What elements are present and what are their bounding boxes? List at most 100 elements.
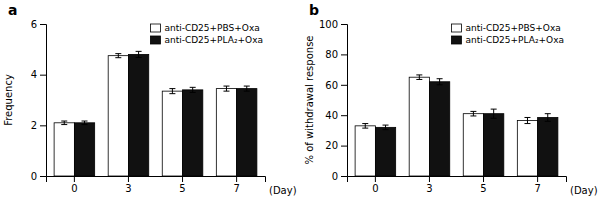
y-axis: 020406080100 (319, 19, 348, 182)
bar-series (375, 82, 558, 176)
legend-label: anti-CD25+PLA₂+Oxa (164, 35, 263, 45)
tick-mark (182, 176, 183, 182)
bar (108, 56, 128, 176)
legend-swatch (451, 24, 461, 32)
tick-label: 3 (125, 183, 131, 194)
bar (355, 126, 375, 176)
x-tick: 5 (179, 176, 185, 194)
tick-mark (40, 75, 46, 76)
y-axis-label: % of withdrawal response (304, 36, 315, 165)
y-tick: 6 (31, 19, 46, 30)
x-tick: 3 (125, 176, 131, 194)
error-bar (416, 75, 422, 80)
legend-swatch (451, 36, 461, 44)
tick-mark (74, 176, 75, 182)
y-axis: 0 2 4 6 (31, 19, 47, 182)
bar (375, 127, 395, 176)
bar (409, 77, 429, 176)
tick-mark (40, 24, 46, 25)
tick-label: 7 (534, 183, 540, 194)
tick-mark (341, 115, 347, 116)
tick-mark (537, 176, 538, 182)
bar-series (74, 54, 257, 176)
x-axis-label: (Day) (269, 185, 297, 196)
legend-item: anti-CD25+PBS+Oxa (150, 23, 259, 33)
axis-line (40, 25, 47, 177)
tick-label: 4 (31, 69, 37, 80)
y-tick: 20 (325, 140, 347, 151)
error-bar (244, 86, 250, 91)
y-tick: 80 (325, 49, 347, 60)
y-tick: 4 (31, 69, 46, 80)
tick-mark (341, 146, 347, 147)
y-tick: 0 (332, 171, 347, 182)
bar (54, 123, 74, 176)
chart-root: 03570246aFrequency(Day)anti-CD25+PBS+Oxa… (0, 0, 602, 204)
error-bar (115, 54, 121, 58)
legend: anti-CD25+PBS+Oxa anti-CD25+PLA₂+Oxa (150, 23, 263, 45)
error-bar (437, 79, 443, 85)
x-axis: 0 3 5 7 (47, 176, 266, 194)
y-axis-label: Frequency (3, 74, 14, 126)
bar (429, 82, 449, 176)
tick-label: 0 (31, 171, 37, 182)
error-bars (383, 79, 551, 130)
error-bar (61, 121, 67, 125)
tick-mark (341, 85, 347, 86)
error-bar (169, 89, 175, 94)
tick-mark (341, 54, 347, 55)
title: b (309, 2, 319, 18)
tick-mark (128, 176, 129, 182)
legend-label: anti-CD25+PBS+Oxa (465, 23, 560, 33)
axis-line (348, 177, 567, 183)
tick-mark (40, 176, 46, 177)
error-bar (545, 114, 551, 122)
tick-mark (40, 125, 46, 126)
panel: 0357020406080100b% of withdrawal respons… (304, 2, 598, 196)
legend-item: anti-CD25+PBS+Oxa (451, 23, 560, 33)
tick-label: 0 (71, 183, 77, 194)
tick-mark (341, 24, 347, 25)
bar (237, 89, 257, 176)
x-tick: 5 (480, 176, 486, 194)
y-tick: 40 (325, 110, 347, 121)
bar (162, 91, 182, 176)
error-bar (470, 111, 476, 116)
x-axis: 0 3 5 7 (348, 176, 567, 194)
error-bar (136, 51, 142, 57)
bar (463, 114, 483, 176)
tick-mark (429, 176, 430, 182)
tick-label: 80 (325, 49, 338, 60)
plot-area (355, 75, 558, 176)
error-bar (223, 86, 229, 91)
x-tick: 3 (426, 176, 432, 194)
bar (538, 117, 558, 176)
tick-mark (375, 176, 376, 182)
plot-area (54, 51, 257, 176)
bar (216, 89, 236, 176)
tick-mark (483, 176, 484, 182)
tick-label: 2 (31, 120, 37, 131)
x-tick: 7 (233, 176, 239, 194)
error-bars (82, 51, 250, 124)
bar (183, 90, 203, 176)
panel: 03570246aFrequency(Day)anti-CD25+PBS+Oxa… (3, 2, 297, 196)
tick-label: 40 (325, 110, 338, 121)
error-bar (383, 125, 389, 130)
legend-label: anti-CD25+PLA₂+Oxa (465, 35, 564, 45)
axis-line (341, 25, 348, 177)
legend-item: anti-CD25+PLA₂+Oxa (451, 35, 564, 45)
bar (484, 114, 504, 176)
tick-mark (236, 176, 237, 182)
tick-label: 3 (426, 183, 432, 194)
x-tick: 7 (534, 176, 540, 194)
legend-label: anti-CD25+PBS+Oxa (164, 23, 259, 33)
tick-label: 0 (332, 171, 338, 182)
tick-label: 60 (325, 80, 338, 91)
y-tick: 0 (31, 171, 46, 182)
tick-label: 7 (233, 183, 239, 194)
x-axis-label: (Day) (570, 185, 598, 196)
tick-label: 5 (179, 183, 185, 194)
tick-label: 0 (372, 183, 378, 194)
error-bar (190, 87, 196, 92)
